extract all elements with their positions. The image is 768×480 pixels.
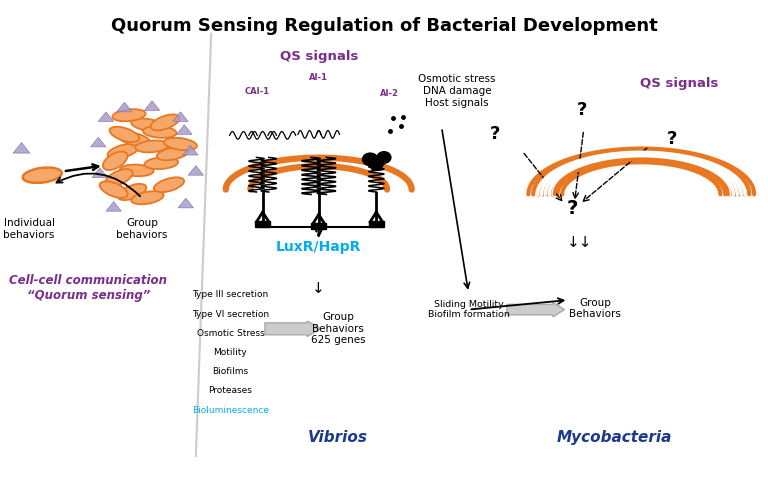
Polygon shape xyxy=(92,168,108,178)
Text: Group
Behaviors: Group Behaviors xyxy=(569,298,621,319)
Ellipse shape xyxy=(370,161,382,170)
Ellipse shape xyxy=(103,152,127,170)
Text: Biofilms: Biofilms xyxy=(212,367,249,376)
Text: Bioluminescence: Bioluminescence xyxy=(192,406,269,415)
Text: Type VI secretion: Type VI secretion xyxy=(192,310,269,319)
Polygon shape xyxy=(13,143,30,153)
FancyBboxPatch shape xyxy=(255,221,270,227)
Ellipse shape xyxy=(108,144,138,158)
Text: ?: ? xyxy=(667,130,677,148)
Text: ↓↓: ↓↓ xyxy=(567,235,593,250)
Text: LuxR/HapR: LuxR/HapR xyxy=(276,240,362,254)
Text: Sliding Motility
Biofilm formation: Sliding Motility Biofilm formation xyxy=(428,300,509,319)
Text: Osmotic stress
DNA damage
Host signals: Osmotic stress DNA damage Host signals xyxy=(419,74,495,108)
Text: Mycobacteria: Mycobacteria xyxy=(557,430,672,444)
Text: ↓: ↓ xyxy=(313,281,325,296)
Text: Group
Behaviors
625 genes: Group Behaviors 625 genes xyxy=(310,312,366,345)
Text: ?: ? xyxy=(577,101,588,120)
Text: Cell-cell communication
“Quorum sensing”: Cell-cell communication “Quorum sensing” xyxy=(9,274,167,301)
Text: CAI-1: CAI-1 xyxy=(245,87,270,96)
Text: Type III secretion: Type III secretion xyxy=(192,290,269,300)
Ellipse shape xyxy=(118,132,151,146)
FancyArrow shape xyxy=(265,321,321,336)
Ellipse shape xyxy=(131,119,164,131)
Text: ?: ? xyxy=(490,125,501,144)
Polygon shape xyxy=(106,202,121,211)
Text: Quorum Sensing Regulation of Bacterial Development: Quorum Sensing Regulation of Bacterial D… xyxy=(111,17,657,35)
Ellipse shape xyxy=(110,127,139,142)
Polygon shape xyxy=(98,112,114,121)
Text: Individual
behaviors: Individual behaviors xyxy=(4,218,55,240)
Polygon shape xyxy=(91,137,106,147)
Polygon shape xyxy=(178,198,194,208)
Ellipse shape xyxy=(144,157,178,169)
FancyBboxPatch shape xyxy=(369,221,384,227)
Text: AI-2: AI-2 xyxy=(380,89,399,98)
Polygon shape xyxy=(177,125,192,134)
Ellipse shape xyxy=(154,178,184,192)
Ellipse shape xyxy=(151,114,180,131)
Polygon shape xyxy=(188,166,204,175)
FancyArrow shape xyxy=(507,302,564,317)
Text: Vibrios: Vibrios xyxy=(308,430,368,444)
Polygon shape xyxy=(117,102,132,112)
Ellipse shape xyxy=(143,126,177,138)
Ellipse shape xyxy=(362,153,378,166)
Ellipse shape xyxy=(135,141,169,152)
Text: QS signals: QS signals xyxy=(641,77,719,90)
FancyBboxPatch shape xyxy=(311,223,326,229)
Ellipse shape xyxy=(112,109,146,121)
Ellipse shape xyxy=(131,191,164,204)
Ellipse shape xyxy=(105,169,133,186)
Ellipse shape xyxy=(23,168,61,183)
Ellipse shape xyxy=(164,138,197,150)
Polygon shape xyxy=(183,145,198,155)
Ellipse shape xyxy=(157,147,189,160)
Ellipse shape xyxy=(100,181,127,198)
Ellipse shape xyxy=(118,184,147,200)
Polygon shape xyxy=(173,112,188,121)
Text: AI-1: AI-1 xyxy=(310,72,328,82)
Text: Osmotic Stress: Osmotic Stress xyxy=(197,329,264,338)
Text: Group
behaviors: Group behaviors xyxy=(117,218,167,240)
Ellipse shape xyxy=(377,152,391,163)
Text: Motility: Motility xyxy=(214,348,247,357)
Text: Proteases: Proteases xyxy=(208,386,253,396)
Polygon shape xyxy=(144,101,160,110)
Text: QS signals: QS signals xyxy=(280,50,358,63)
Text: ?: ? xyxy=(567,199,578,218)
Ellipse shape xyxy=(120,165,154,176)
